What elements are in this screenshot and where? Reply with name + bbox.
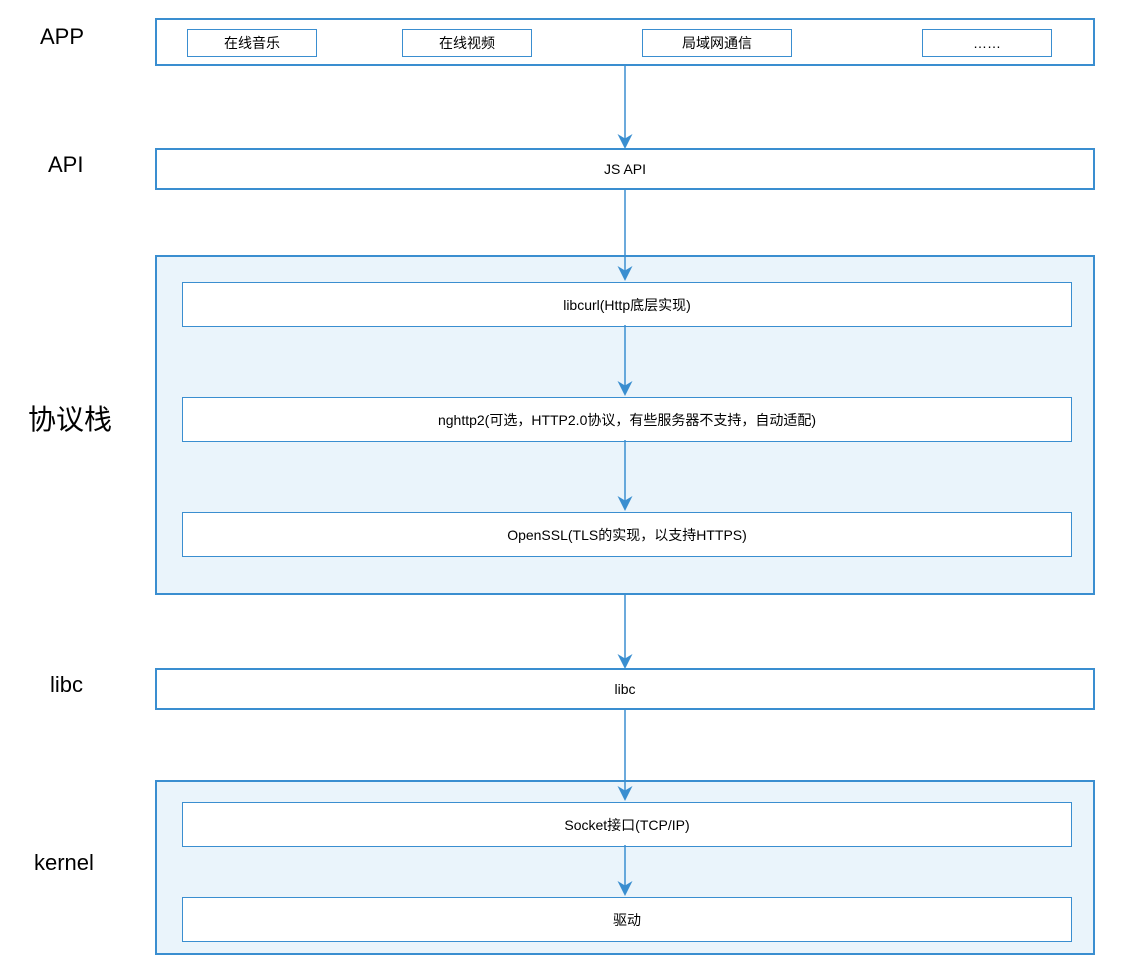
protocol-layer-container: libcurl(Http底层实现) nghttp2(可选，HTTP2.0协议，有… [155, 255, 1095, 595]
layer-label-libc: libc [50, 672, 83, 698]
app-box-video: 在线视频 [402, 29, 532, 57]
api-layer-container: JS API [155, 148, 1095, 190]
app-box-more: …… [922, 29, 1052, 57]
kernel-socket: Socket接口(TCP/IP) [182, 802, 1072, 847]
app-layer-container: 在线音乐 在线视频 局域网通信 …… [155, 18, 1095, 66]
app-box-music: 在线音乐 [187, 29, 317, 57]
layer-label-app: APP [40, 24, 84, 50]
protocol-openssl: OpenSSL(TLS的实现，以支持HTTPS) [182, 512, 1072, 557]
layer-label-protocol: 协议栈 [28, 398, 112, 438]
api-label: JS API [604, 161, 646, 177]
libc-label: libc [614, 681, 635, 697]
protocol-libcurl: libcurl(Http底层实现) [182, 282, 1072, 327]
layer-label-kernel: kernel [34, 850, 94, 876]
app-box-lan: 局域网通信 [642, 29, 792, 57]
kernel-layer-container: Socket接口(TCP/IP) 驱动 [155, 780, 1095, 955]
layer-label-api: API [48, 152, 83, 178]
kernel-driver: 驱动 [182, 897, 1072, 942]
protocol-nghttp2: nghttp2(可选，HTTP2.0协议，有些服务器不支持，自动适配) [182, 397, 1072, 442]
libc-layer-container: libc [155, 668, 1095, 710]
